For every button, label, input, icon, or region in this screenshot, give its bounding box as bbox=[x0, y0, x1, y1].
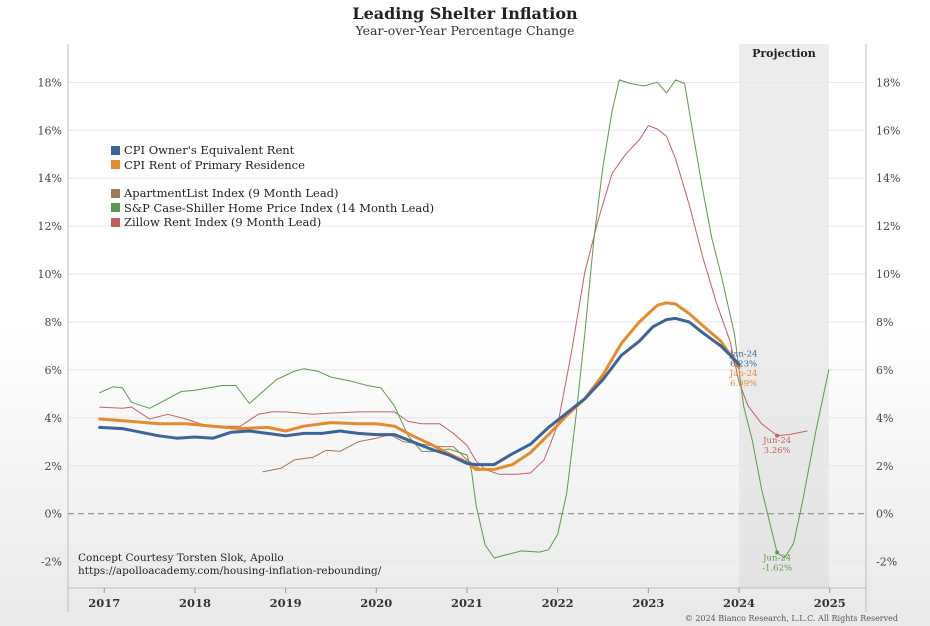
series-line-0 bbox=[98, 316, 741, 467]
y-tick-label-left: 14% bbox=[38, 172, 62, 185]
x-tick-label: 2017 bbox=[88, 596, 120, 610]
x-tick-label: 2019 bbox=[270, 596, 302, 610]
y-tick-label-right: 12% bbox=[876, 220, 900, 233]
legend-label-apartmentlist: ApartmentList Index (9 Month Lead) bbox=[124, 186, 339, 201]
legend-label-rent: CPI Rent of Primary Residence bbox=[124, 157, 305, 172]
legend-leading: ApartmentList Index (9 Month Lead) S&P C… bbox=[111, 186, 434, 230]
y-tick-label-right: 14% bbox=[876, 172, 900, 185]
y-tick-label-left: 8% bbox=[45, 316, 62, 329]
legend-swatch-zillow bbox=[111, 217, 120, 227]
y-tick-label-left: 0% bbox=[45, 508, 62, 521]
y-tick-label-left: 2% bbox=[45, 460, 62, 473]
y-tick-label-right: 4% bbox=[876, 412, 893, 425]
legend-swatch-case-shiller bbox=[111, 203, 120, 213]
annotation-label-3: -1.62% bbox=[762, 563, 792, 573]
annotation-label-1: 6.09% bbox=[730, 379, 757, 389]
series-line-1 bbox=[98, 301, 741, 471]
series-line-3 bbox=[99, 79, 830, 559]
legend-swatch-apartmentlist bbox=[111, 188, 120, 198]
annotation-label-3: Jun-24 bbox=[762, 553, 791, 563]
y-tick-label-left: 6% bbox=[45, 364, 62, 377]
credit-line: Concept Courtesy Torsten Slok, Apollo bbox=[78, 552, 284, 564]
y-tick-label-left: 10% bbox=[38, 268, 62, 281]
x-tick-label: 2024 bbox=[723, 596, 755, 610]
y-tick-label-left: 12% bbox=[38, 220, 62, 233]
projection-point-0 bbox=[775, 433, 780, 438]
legend-item-apartmentlist: ApartmentList Index (9 Month Lead) bbox=[111, 186, 434, 201]
x-tick-label: 2020 bbox=[360, 596, 392, 610]
legend-item-rent: CPI Rent of Primary Residence bbox=[111, 158, 305, 173]
y-tick-label-left: 4% bbox=[45, 412, 62, 425]
legend-label-oer: CPI Owner's Equivalent Rent bbox=[124, 143, 295, 158]
y-tick-label-right: 8% bbox=[876, 316, 893, 329]
projection-band bbox=[739, 44, 829, 588]
annotation-label-0: Jan-24 bbox=[729, 350, 758, 360]
annotation-label-2: 3.26% bbox=[764, 446, 791, 456]
x-tick-label: 2018 bbox=[179, 596, 211, 610]
y-tick-label-right: 18% bbox=[876, 76, 900, 89]
y-tick-label-right: 0% bbox=[876, 508, 893, 521]
y-tick-label-left: -2% bbox=[41, 556, 62, 569]
legend-swatch-rent bbox=[111, 160, 120, 170]
x-tick-label: 2022 bbox=[542, 596, 574, 610]
y-tick-label-right: -2% bbox=[876, 556, 897, 569]
projection-label: Projection bbox=[752, 47, 816, 60]
annotation-label-2: Jun-24 bbox=[762, 436, 791, 446]
legend-item-oer: CPI Owner's Equivalent Rent bbox=[111, 143, 305, 158]
y-tick-label-right: 10% bbox=[876, 268, 900, 281]
credit-url: https://apolloacademy.com/housing-inflat… bbox=[78, 565, 382, 577]
annotation-label-0: 6.23% bbox=[730, 360, 757, 370]
legend-label-zillow: Zillow Rent Index (9 Month Lead) bbox=[124, 215, 322, 230]
series-line-4 bbox=[99, 125, 808, 475]
y-tick-label-right: 2% bbox=[876, 460, 893, 473]
legend-label-case-shiller: S&P Case-Shiller Home Price Index (14 Mo… bbox=[124, 200, 435, 215]
annotation-label-1: Jan-24 bbox=[729, 369, 758, 379]
x-tick-label: 2025 bbox=[814, 596, 846, 610]
legend-primary: CPI Owner's Equivalent Rent CPI Rent of … bbox=[111, 143, 305, 172]
copyright-notice: © 2024 Bianco Research, L.L.C. All Right… bbox=[684, 614, 898, 623]
legend-item-case-shiller: S&P Case-Shiller Home Price Index (14 Mo… bbox=[111, 201, 434, 216]
legend-swatch-oer bbox=[111, 145, 120, 155]
y-tick-label-left: 16% bbox=[38, 124, 62, 137]
y-tick-label-left: 18% bbox=[38, 76, 62, 89]
legend-item-zillow: Zillow Rent Index (9 Month Lead) bbox=[111, 215, 434, 230]
x-tick-label: 2023 bbox=[632, 596, 664, 610]
y-tick-label-right: 16% bbox=[876, 124, 900, 137]
chart-subtitle: Year-over-Year Percentage Change bbox=[355, 23, 575, 38]
series-line-2 bbox=[262, 434, 482, 473]
chart-credit: Concept Courtesy Torsten Slok, Apollo ht… bbox=[78, 552, 381, 578]
y-tick-label-right: 6% bbox=[876, 364, 893, 377]
chart-title: Leading Shelter Inflation bbox=[352, 4, 578, 23]
projection-point-1 bbox=[775, 550, 780, 555]
x-tick-label: 2021 bbox=[451, 596, 483, 610]
